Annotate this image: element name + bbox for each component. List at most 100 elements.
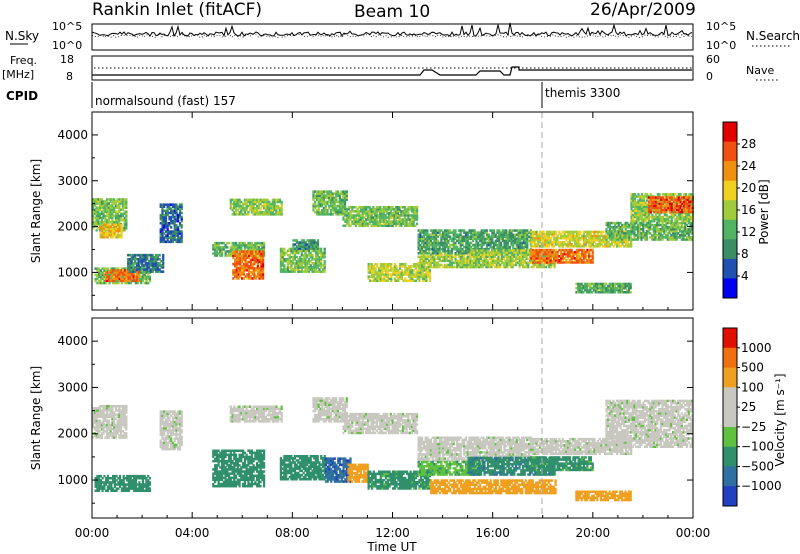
heatmap-cell bbox=[323, 260, 326, 263]
heatmap-cell bbox=[178, 211, 182, 215]
heatmap-cell bbox=[141, 260, 144, 263]
heatmap-cell bbox=[173, 238, 176, 241]
heatmap-cell bbox=[111, 208, 114, 211]
heatmap-cell bbox=[166, 234, 169, 237]
heatmap-cell bbox=[111, 279, 114, 282]
heatmap-cell bbox=[130, 277, 133, 280]
heatmap-cell bbox=[104, 233, 107, 237]
heatmap-cell bbox=[224, 246, 227, 249]
heatmap-cell bbox=[252, 244, 255, 247]
heatmap-cell bbox=[117, 225, 120, 229]
heatmap-cell bbox=[247, 246, 250, 249]
heatmap-cell bbox=[163, 222, 166, 225]
heatmap-cell bbox=[103, 273, 106, 277]
freq-panel-frame bbox=[91, 55, 694, 81]
heatmap-cell bbox=[217, 246, 220, 249]
heatmap-cell bbox=[132, 279, 135, 282]
heatmap-cell bbox=[164, 222, 168, 225]
heatmap-cell bbox=[130, 253, 133, 257]
heatmap-cell bbox=[164, 211, 168, 215]
heatmap-cell bbox=[250, 241, 253, 245]
heatmap-cell bbox=[143, 273, 146, 277]
heatmap-cell bbox=[160, 266, 163, 269]
heatmap-cell bbox=[134, 255, 137, 259]
heatmap-cell bbox=[107, 204, 110, 207]
heatmap-cell bbox=[136, 277, 139, 280]
heatmap-cell bbox=[93, 210, 96, 213]
heatmap-cell bbox=[168, 236, 171, 239]
heatmap-cell bbox=[153, 266, 156, 269]
heatmap-cell bbox=[149, 258, 152, 261]
heatmap-cell bbox=[177, 219, 180, 223]
heatmap-cell bbox=[102, 202, 105, 205]
heatmap-cell bbox=[137, 279, 140, 282]
heatmap-cell bbox=[171, 240, 175, 244]
heatmap-cell bbox=[158, 262, 161, 265]
heatmap-cell bbox=[92, 220, 95, 224]
heatmap-cell bbox=[140, 277, 143, 281]
heatmap-cell bbox=[99, 223, 102, 227]
heatmap-cell bbox=[602, 230, 605, 234]
heatmap-cell bbox=[168, 224, 171, 227]
heatmap-cell bbox=[222, 248, 225, 251]
heatmap-cell bbox=[128, 268, 131, 271]
heatmap-cell bbox=[217, 248, 220, 251]
heatmap-cell bbox=[141, 277, 144, 281]
heatmap-cell bbox=[132, 266, 135, 269]
heatmap-cell bbox=[114, 212, 117, 216]
heatmap-cell bbox=[161, 211, 164, 215]
heatmap-cell bbox=[99, 206, 102, 209]
heatmap-cell bbox=[106, 225, 109, 229]
heatmap-cell bbox=[132, 277, 135, 280]
noise-search-trace bbox=[91, 33, 693, 39]
heatmap-cell bbox=[180, 211, 183, 215]
heatmap-cell bbox=[107, 208, 110, 211]
heatmap-cell bbox=[99, 214, 102, 218]
heatmap-cell bbox=[97, 200, 100, 203]
heatmap-cell bbox=[128, 253, 131, 257]
heatmap-cell bbox=[163, 224, 166, 227]
heatmap-cell bbox=[175, 217, 178, 221]
heatmap-cell bbox=[485, 229, 489, 232]
heatmap-cell bbox=[101, 236, 104, 239]
heatmap-cell bbox=[345, 190, 348, 193]
heatmap-cell bbox=[116, 273, 119, 276]
heatmap-cell bbox=[132, 253, 135, 257]
heatmap-cell bbox=[115, 233, 118, 237]
heatmap-cell bbox=[148, 260, 151, 263]
heatmap-cell bbox=[104, 202, 107, 205]
heatmap-cell bbox=[166, 209, 169, 213]
heatmap-cell bbox=[107, 198, 110, 201]
heatmap-cell bbox=[163, 226, 166, 229]
heatmap-cell bbox=[404, 263, 407, 266]
heatmap-cell bbox=[214, 252, 217, 255]
heatmap-cell bbox=[156, 253, 160, 257]
heatmap-cell bbox=[94, 279, 97, 283]
heatmap-cell bbox=[101, 223, 104, 227]
heatmap-cell bbox=[136, 273, 139, 276]
heatmap-cell bbox=[135, 266, 138, 269]
heatmap-cell bbox=[106, 214, 109, 218]
heatmap-cell bbox=[164, 224, 168, 227]
freq-right-tick-bottom: 0 bbox=[706, 70, 713, 83]
heatmap-cell bbox=[111, 220, 114, 224]
heatmap-cell bbox=[236, 244, 239, 247]
heatmap-cell bbox=[121, 198, 124, 201]
heatmap-cell bbox=[92, 210, 95, 213]
heatmap-cell bbox=[120, 281, 123, 285]
heatmap-cell bbox=[170, 232, 173, 235]
heatmap-cell bbox=[215, 252, 218, 255]
noise-right-tick-bottom: 10^0 bbox=[706, 39, 736, 52]
heatmap-cell bbox=[250, 248, 253, 251]
heatmap-cell bbox=[159, 234, 162, 237]
heatmap-cell bbox=[106, 273, 109, 277]
heatmap-cell bbox=[127, 253, 130, 257]
heatmap-cell bbox=[158, 258, 161, 261]
heatmap-cell bbox=[256, 241, 259, 245]
heatmap-cell bbox=[161, 230, 164, 233]
heatmap-cell bbox=[107, 218, 110, 222]
heatmap-cell bbox=[117, 231, 120, 235]
heatmap-cell bbox=[243, 244, 246, 247]
heatmap-cell bbox=[120, 198, 123, 201]
